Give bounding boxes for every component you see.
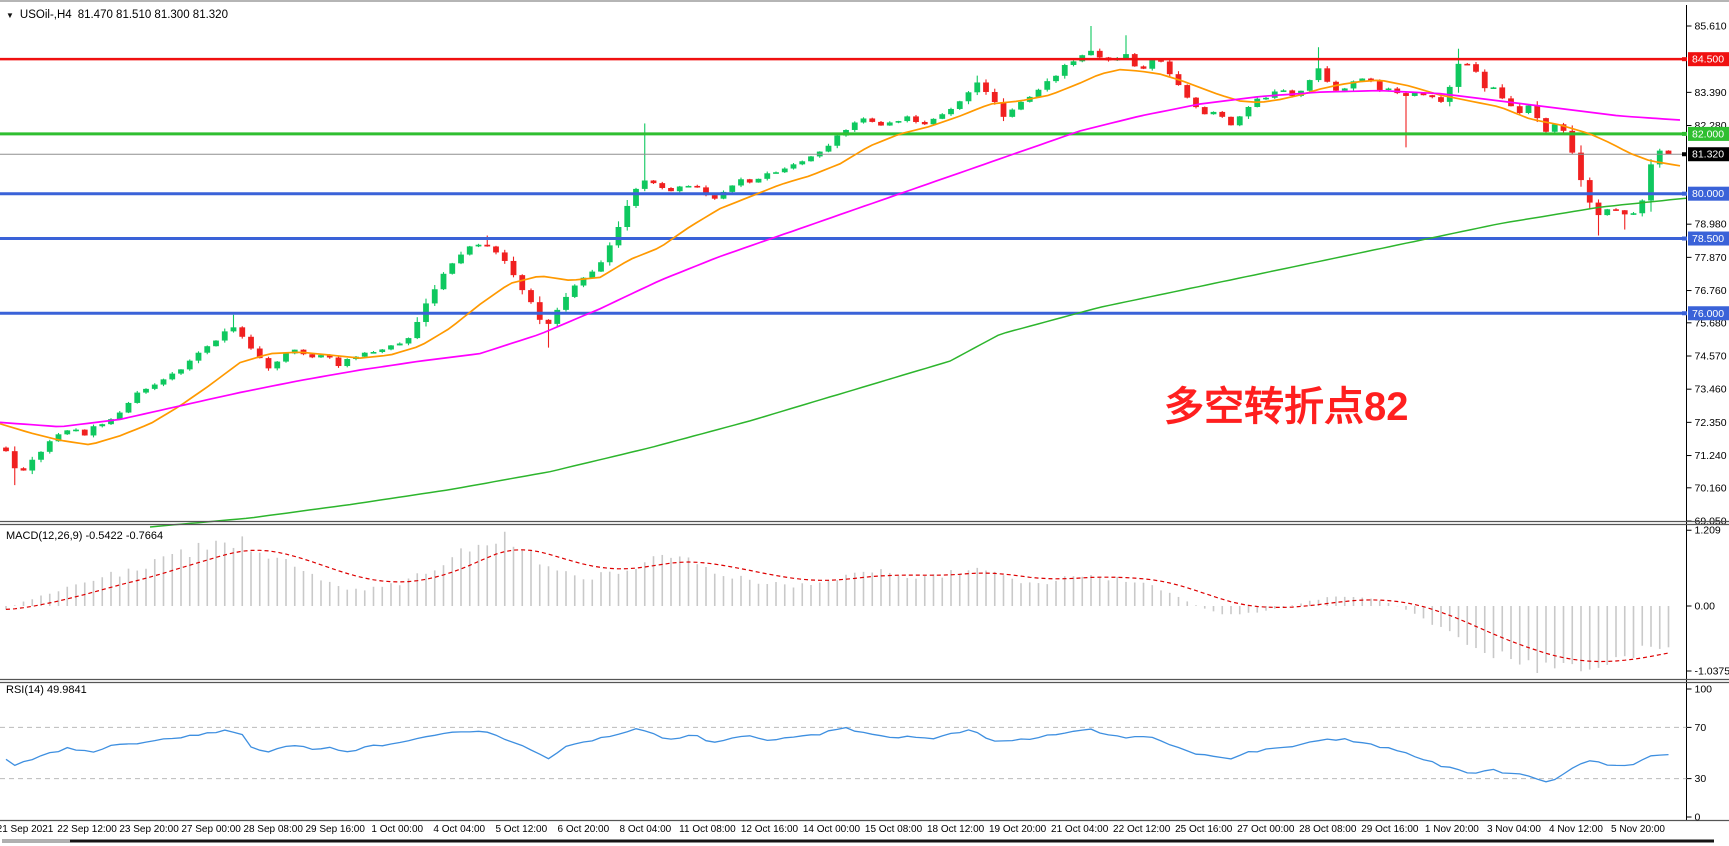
svg-text:81.320: 81.320: [1692, 149, 1724, 161]
svg-text:76.760: 76.760: [1695, 285, 1727, 297]
svg-text:28 Sep 08:00: 28 Sep 08:00: [243, 824, 303, 835]
rsi-pane[interactable]: 100 70 30 0: [0, 684, 1712, 824]
svg-text:0.00: 0.00: [1695, 601, 1716, 613]
svg-text:3 Nov 04:00: 3 Nov 04:00: [1487, 824, 1541, 835]
svg-text:77.870: 77.870: [1695, 252, 1727, 264]
svg-text:78.980: 78.980: [1695, 219, 1727, 231]
svg-text:70.160: 70.160: [1695, 482, 1727, 494]
svg-text:19 Oct 20:00: 19 Oct 20:00: [989, 824, 1047, 835]
svg-text:84.500: 84.500: [1692, 54, 1724, 66]
moving-averages-layer: [0, 70, 1686, 527]
svg-text:74.570: 74.570: [1695, 350, 1727, 362]
svg-text:21 Sep 2021: 21 Sep 2021: [0, 824, 54, 835]
svg-text:4 Oct 04:00: 4 Oct 04:00: [433, 824, 485, 835]
macd-indicator-label: MACD(12,26,9) -0.5422 -0.7664: [6, 530, 163, 542]
svg-text:15 Oct 08:00: 15 Oct 08:00: [865, 824, 923, 835]
macd-pane[interactable]: 1.209 0.00 -1.0375: [6, 525, 1729, 678]
svg-text:8 Oct 04:00: 8 Oct 04:00: [620, 824, 672, 835]
svg-text:-1.0375: -1.0375: [1695, 666, 1729, 678]
svg-text:22 Oct 12:00: 22 Oct 12:00: [1113, 824, 1171, 835]
ohlc-values: 81.470 81.510 81.300 81.320: [78, 9, 228, 21]
svg-text:18 Oct 12:00: 18 Oct 12:00: [927, 824, 985, 835]
chart-title-bar: ▼ USOil-,H4 81.470 81.510 81.300 81.320: [6, 9, 228, 21]
rsi-indicator-label: RSI(14) 49.9841: [6, 684, 87, 696]
svg-text:1 Oct 00:00: 1 Oct 00:00: [371, 824, 423, 835]
svg-text:1.209: 1.209: [1695, 525, 1721, 537]
svg-text:80.000: 80.000: [1692, 188, 1724, 200]
svg-text:25 Oct 16:00: 25 Oct 16:00: [1175, 824, 1233, 835]
svg-text:78.500: 78.500: [1692, 233, 1724, 245]
svg-text:5 Nov 20:00: 5 Nov 20:00: [1611, 824, 1665, 835]
svg-text:70: 70: [1695, 722, 1707, 734]
svg-text:11 Oct 08:00: 11 Oct 08:00: [679, 824, 736, 835]
svg-text:5 Oct 12:00: 5 Oct 12:00: [495, 824, 547, 835]
chart-text-annotation[interactable]: 多空转折点82: [1164, 374, 1409, 432]
svg-text:21 Oct 04:00: 21 Oct 04:00: [1051, 824, 1109, 835]
svg-text:82.000: 82.000: [1692, 128, 1724, 140]
svg-text:22 Sep 12:00: 22 Sep 12:00: [57, 824, 117, 835]
horizontal-level-lines[interactable]: [0, 59, 1687, 313]
svg-text:30: 30: [1695, 773, 1707, 785]
symbol-timeframe-label: USOil-,H4: [20, 9, 72, 21]
svg-text:27 Sep 00:00: 27 Sep 00:00: [181, 824, 241, 835]
svg-text:28 Oct 08:00: 28 Oct 08:00: [1299, 824, 1357, 835]
svg-text:29 Oct 16:00: 29 Oct 16:00: [1361, 824, 1419, 835]
svg-text:100: 100: [1695, 684, 1713, 696]
svg-text:0: 0: [1695, 812, 1701, 824]
svg-text:29 Sep 16:00: 29 Sep 16:00: [305, 824, 365, 835]
svg-text:4 Nov 12:00: 4 Nov 12:00: [1549, 824, 1603, 835]
svg-text:71.240: 71.240: [1695, 450, 1727, 462]
svg-text:73.460: 73.460: [1695, 384, 1727, 396]
horizontal-scrollbar[interactable]: [2, 839, 1714, 843]
svg-text:12 Oct 16:00: 12 Oct 16:00: [741, 824, 799, 835]
svg-text:27 Oct 00:00: 27 Oct 00:00: [1237, 824, 1295, 835]
candles-layer[interactable]: [3, 26, 1671, 485]
svg-text:76.000: 76.000: [1692, 308, 1724, 320]
svg-text:14 Oct 00:00: 14 Oct 00:00: [803, 824, 861, 835]
symbol-dropdown-icon[interactable]: ▼: [6, 11, 14, 20]
svg-text:23 Sep 20:00: 23 Sep 20:00: [119, 824, 179, 835]
svg-text:6 Oct 20:00: 6 Oct 20:00: [557, 824, 609, 835]
svg-text:85.610: 85.610: [1695, 21, 1727, 33]
svg-text:83.390: 83.390: [1695, 87, 1727, 99]
svg-text:72.350: 72.350: [1695, 417, 1727, 429]
svg-text:1 Nov 20:00: 1 Nov 20:00: [1425, 824, 1479, 835]
